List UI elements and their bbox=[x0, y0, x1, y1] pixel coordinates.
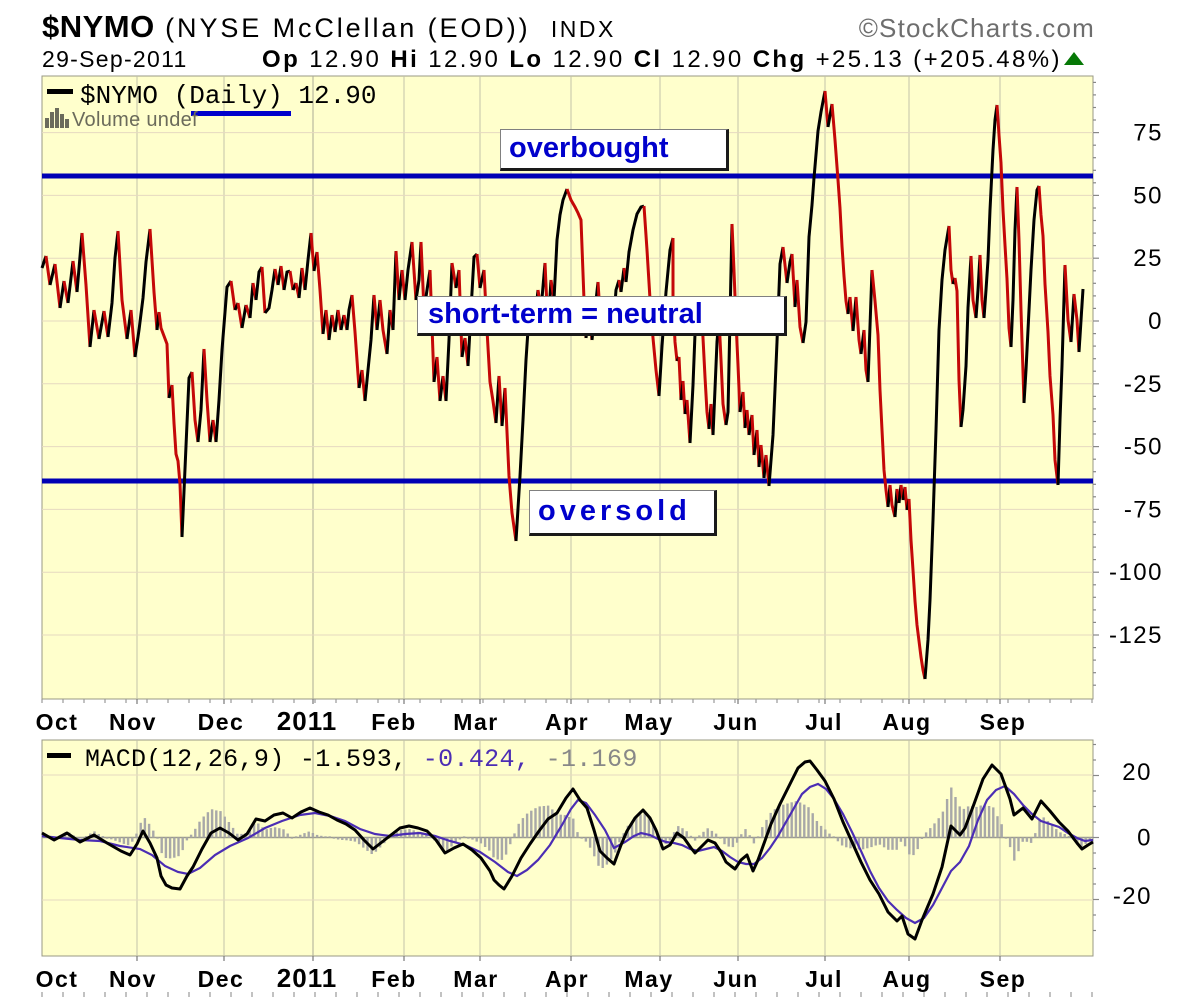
svg-text:Oct: Oct bbox=[36, 709, 79, 735]
svg-text:50: 50 bbox=[1133, 182, 1163, 209]
svg-text:-125: -125 bbox=[1109, 622, 1163, 649]
svg-text:Aug: Aug bbox=[882, 709, 931, 735]
svg-text:May: May bbox=[624, 966, 673, 992]
svg-text:0: 0 bbox=[1148, 308, 1163, 335]
svg-text:Feb: Feb bbox=[371, 709, 416, 735]
svg-text:Mar: Mar bbox=[453, 709, 498, 735]
svg-text:2011: 2011 bbox=[277, 706, 337, 736]
svg-text:-25: -25 bbox=[1124, 371, 1163, 398]
svg-text:Feb: Feb bbox=[371, 966, 416, 992]
svg-text:-75: -75 bbox=[1124, 496, 1163, 523]
svg-text:Jun: Jun bbox=[713, 966, 758, 992]
svg-text:-50: -50 bbox=[1124, 434, 1163, 461]
svg-text:Jul: Jul bbox=[805, 709, 843, 735]
svg-text:Apr: Apr bbox=[545, 966, 589, 992]
svg-text:Volume undef: Volume undef bbox=[72, 109, 198, 131]
svg-text:Dec: Dec bbox=[198, 966, 245, 992]
svg-text:25: 25 bbox=[1133, 245, 1163, 272]
svg-text:Jul: Jul bbox=[805, 966, 843, 992]
svg-text:Dec: Dec bbox=[198, 709, 245, 735]
svg-text:-20: -20 bbox=[1113, 883, 1152, 910]
svg-text:Sep: Sep bbox=[980, 966, 1027, 992]
svg-text:Oct: Oct bbox=[36, 966, 79, 992]
svg-text:May: May bbox=[624, 709, 673, 735]
svg-text:Nov: Nov bbox=[109, 966, 157, 992]
svg-text:Apr: Apr bbox=[545, 709, 589, 735]
svg-text:-100: -100 bbox=[1109, 559, 1163, 586]
svg-text:0: 0 bbox=[1137, 825, 1152, 852]
svg-text:75: 75 bbox=[1133, 120, 1163, 147]
svg-text:20: 20 bbox=[1122, 759, 1152, 786]
svg-text:$NYMO (Daily) 12.90: $NYMO (Daily) 12.90 bbox=[80, 81, 376, 111]
svg-text:MACD(12,26,9) -1.593, -0.424,: MACD(12,26,9) -1.593, -0.424, -1.169 bbox=[85, 745, 638, 774]
svg-text:Aug: Aug bbox=[882, 966, 931, 992]
svg-text:Mar: Mar bbox=[453, 966, 498, 992]
svg-text:Jun: Jun bbox=[713, 709, 758, 735]
svg-text:2011: 2011 bbox=[277, 963, 337, 993]
svg-text:Nov: Nov bbox=[109, 709, 157, 735]
svg-text:Sep: Sep bbox=[980, 709, 1027, 735]
